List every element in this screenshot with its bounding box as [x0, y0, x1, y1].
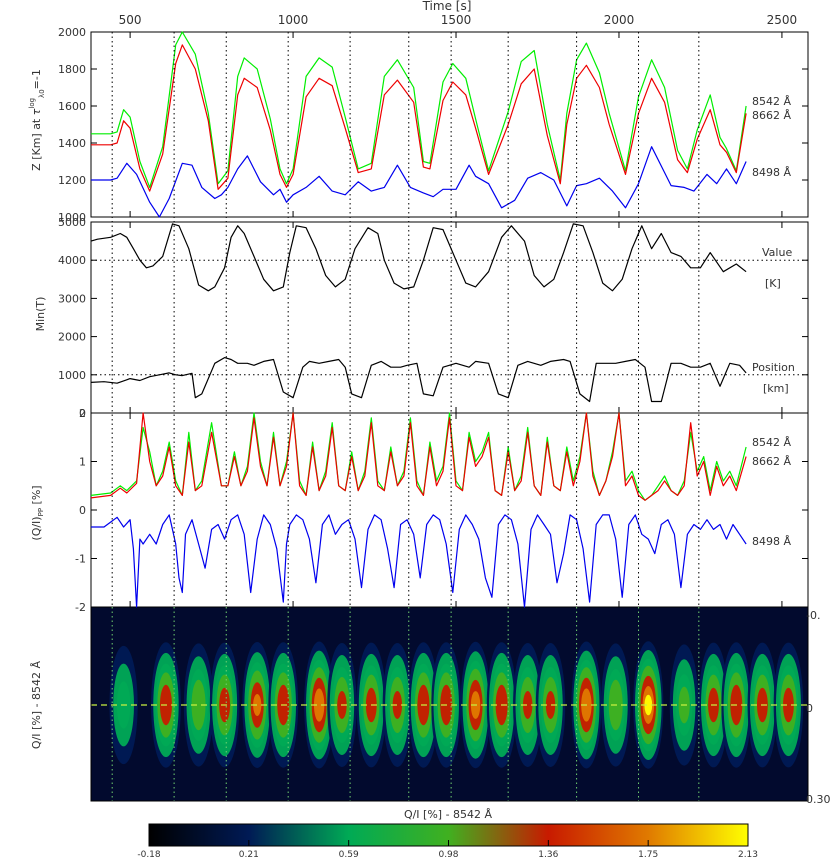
series-line-8662-Å — [90, 412, 747, 501]
y-tick-label: 1200 — [58, 174, 86, 187]
heatmap-contour — [253, 694, 262, 716]
heatmap-contour — [545, 691, 556, 719]
heatmap-contour — [392, 691, 403, 719]
panels: 1000 1200 1400 1600 1800 2000 0 1000 2000 3000 400… — [58, 26, 809, 614]
heatmap-blob — [183, 643, 214, 767]
time-tick-label: 1500 — [441, 13, 472, 27]
colorbar-tick-label: -0.18 — [137, 850, 161, 859]
panel-frame — [90, 221, 809, 414]
annotation-km: [km] — [763, 382, 789, 395]
annotation-k: [K] — [765, 277, 781, 290]
time-tick-labels: 500 1000 1500 2000 2500 — [119, 13, 798, 27]
series-line-8662-Å — [91, 44, 747, 192]
y-tick-label: 0 — [79, 407, 86, 420]
series-line-8498-Å — [91, 514, 747, 608]
y-tick-label: 1600 — [58, 100, 86, 113]
heatmap-right-tick-top: -0. — [806, 609, 820, 622]
heatmap-contour — [313, 688, 325, 722]
top-axis-title: Time [s] — [422, 0, 472, 13]
pp-label-8498: 8498 Å — [752, 535, 791, 548]
colorbar-tick-label: 1.36 — [538, 850, 558, 859]
heatmap-blob — [382, 643, 413, 767]
height-label-8662: 8662 Å — [752, 109, 791, 122]
pp-label-8542: 8542 Å — [752, 436, 791, 449]
y-tick-label: 2000 — [58, 331, 86, 344]
y-tick-label: 1000 — [58, 211, 86, 224]
qi-pp-ylabel: (Q/I)PP [%] — [30, 485, 45, 540]
y-tick-label: -2 — [75, 601, 86, 614]
colorbar-title: Q/I [%] - 8542 Å — [404, 808, 493, 821]
time-tick-label: 500 — [119, 13, 142, 27]
heatmap-blob — [486, 642, 517, 768]
series-line-trace-1 — [90, 357, 747, 403]
panel-frame — [90, 31, 809, 218]
panel-temperature-minimum: 0 1000 2000 3000 4000 5000 — [58, 216, 809, 420]
y-tick-label: -1 — [75, 553, 86, 566]
y-tick-label: 1000 — [58, 369, 86, 382]
y-tick-label: 4000 — [58, 254, 86, 267]
colorbar-tick-label: 1.75 — [638, 850, 658, 859]
panel-polarization-peak: -2 -1 0 1 2 — [75, 407, 809, 614]
min-t-ylabel: Min(T) — [34, 297, 47, 332]
heatmap-contour — [783, 687, 794, 723]
q-i-heatmap — [90, 606, 809, 802]
time-tick-label: 2500 — [767, 13, 798, 27]
y-tick-label: 1400 — [58, 137, 86, 150]
heatmap-blob — [535, 643, 566, 767]
y-tick-label: 1 — [79, 456, 86, 469]
colorbar-tick-label: 2.13 — [738, 850, 758, 859]
heatmap-blob — [773, 642, 804, 768]
heatmap-blob — [304, 641, 335, 769]
colorbar-tick-label: 0.98 — [438, 850, 458, 859]
pp-label-8662: 8662 Å — [752, 455, 791, 468]
height-ylabel: Z [Km] at τlogλ0=-1 — [28, 69, 46, 171]
y-tick-label: 5000 — [58, 216, 86, 229]
series-line-8498-Å — [91, 146, 747, 218]
time-tick-label: 2000 — [604, 13, 635, 27]
height-label-8542: 8542 Å — [752, 95, 791, 108]
heatmap-contour — [523, 691, 533, 719]
colorbar-tick-label: 0.59 — [339, 850, 359, 859]
heatmap-right-tick-bottom: 0.30 — [806, 793, 830, 806]
y-tick-label: 0 — [79, 504, 86, 517]
heatmap-blob — [513, 643, 543, 767]
time-tick-label: 1000 — [278, 13, 309, 27]
heatmap-blob — [242, 642, 273, 768]
colorbar-ticks: -0.18 0.21 0.59 0.98 1.36 1.75 2.13 — [137, 840, 758, 859]
heatmap-blob — [571, 641, 602, 769]
heatmap-right-tick-mid: 0 — [806, 702, 813, 715]
heatmap-blob — [633, 641, 664, 769]
vertical-markers — [111, 32, 700, 801]
series-line-8542-Å — [91, 31, 747, 188]
panel-height: 1000 1200 1400 1600 1800 2000 — [58, 26, 809, 224]
y-tick-label: 2 — [79, 407, 86, 420]
y-tick-label: 3000 — [58, 292, 86, 305]
heatmap-contour — [644, 694, 653, 716]
series-line-trace-0 — [90, 223, 747, 292]
colorbar-tick-label: 0.21 — [239, 850, 259, 859]
panel-frame — [90, 412, 809, 608]
y-tick-label: 1800 — [58, 63, 86, 76]
heatmap-contour — [191, 679, 206, 731]
height-label-8498: 8498 Å — [752, 166, 791, 179]
annotation-value: Value — [762, 246, 792, 259]
annotation-position: Position — [752, 361, 795, 374]
heatmap-ylabel: Q/I [%] - 8542 Å — [30, 660, 43, 749]
y-tick-label: 2000 — [58, 26, 86, 39]
